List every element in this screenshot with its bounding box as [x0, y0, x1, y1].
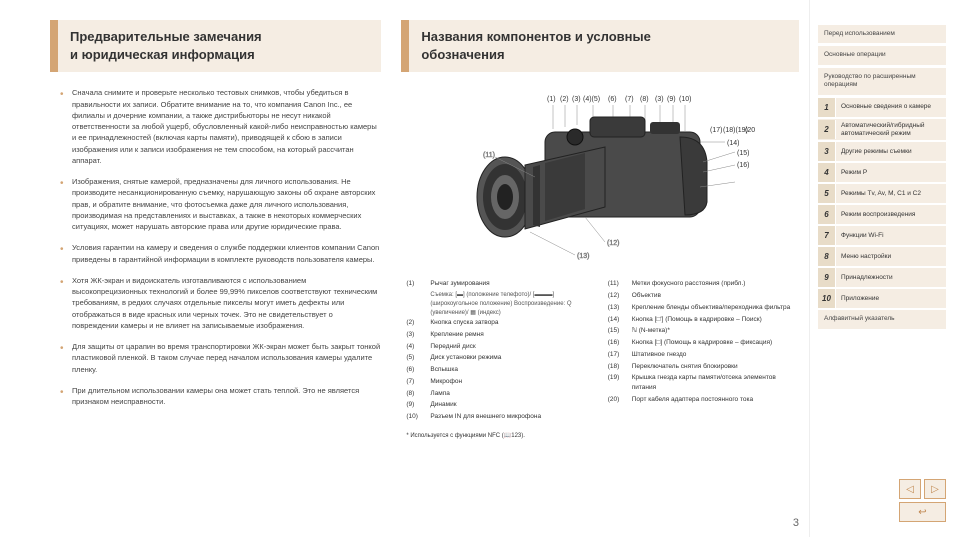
svg-text:(8): (8) — [640, 96, 649, 103]
bullet-item: Изображения, снятые камерой, предназначе… — [60, 176, 381, 232]
bullet-item: При длительном использовании камеры она … — [60, 385, 381, 408]
legend-row: (6)Вспышка — [406, 365, 592, 375]
legend-row: (13)Крепление бленды объектива/переходни… — [608, 303, 794, 313]
legend-row: (12)Объектив — [608, 291, 794, 301]
sidebar-link[interactable]: Руководство по расширенным операциям — [818, 68, 946, 95]
nav-prev-button[interactable]: ◁ — [899, 479, 921, 499]
sidebar-chapter[interactable]: 8Меню настройки — [818, 247, 946, 266]
legend-left: (1)Рычаг зумированияСъемка: [▬] (положен… — [406, 279, 592, 424]
nav-buttons: ◁ ▷ ↩ — [818, 479, 946, 527]
svg-text:(10): (10) — [679, 96, 691, 103]
sidebar-chapter[interactable]: 2Автоматический/гибридный автоматический… — [818, 119, 946, 141]
legend-row: (5)Диск установки режима — [406, 353, 592, 363]
svg-text:(15): (15) — [737, 150, 749, 157]
sidebar-chapter[interactable]: 10Приложение — [818, 289, 946, 308]
legend-row: (9)Динамик — [406, 400, 592, 410]
legend-row: (14)Кнопка [□'] (Помощь в кадрировке – П… — [608, 315, 794, 325]
heading-line2: обозначения — [421, 47, 504, 62]
sidebar-chapter[interactable]: 6Режим воспроизведения — [818, 205, 946, 224]
sidebar-chapter[interactable]: 1Основные сведения о камере — [818, 98, 946, 117]
legend-row: (17)Штативное гнездо — [608, 350, 794, 360]
svg-text:(20): (20) — [745, 127, 755, 134]
legend-row: (2)Кнопка спуска затвора — [406, 318, 592, 328]
nav-next-button[interactable]: ▷ — [924, 479, 946, 499]
sidebar-link[interactable]: Основные операции — [818, 46, 946, 64]
legend-row: (1)Рычаг зумирования — [406, 279, 592, 289]
svg-text:(9): (9) — [667, 96, 676, 103]
sidebar-bottom: Алфавитный указатель — [818, 310, 946, 331]
sidebar-chapter[interactable]: 9Принадлежности — [818, 268, 946, 287]
svg-text:(11): (11) — [483, 152, 495, 159]
sidebar: Перед использованием Основные операции Рук… — [809, 0, 954, 537]
svg-text:(2): (2) — [560, 96, 569, 103]
legend-row: (18)Переключатель снятия блокировки — [608, 362, 794, 372]
svg-text:(1): (1) — [547, 96, 556, 103]
sidebar-chapter[interactable]: 5Режимы Tv, Av, M, C1 и C2 — [818, 184, 946, 203]
svg-text:(17): (17) — [710, 127, 722, 134]
heading-line1: Предварительные замечания — [70, 29, 262, 44]
svg-text:(3): (3) — [655, 96, 664, 103]
sidebar-top: Перед использованием Основные операции Рук… — [818, 25, 946, 98]
bullet-item: Сначала снимите и проверьте несколько те… — [60, 87, 381, 166]
sidebar-chapter[interactable]: 4Режим P — [818, 163, 946, 182]
heading-line2: и юридическая информация — [70, 47, 255, 62]
bullet-item: Хотя ЖК-экран и видоискатель изготавлива… — [60, 275, 381, 331]
legend-row: (15)ℕ (N-метка)* — [608, 326, 794, 336]
legend-row: (20)Порт кабеля адаптера постоянного ток… — [608, 395, 794, 405]
legend-row: (3)Крепление ремня — [406, 330, 592, 340]
sidebar-chapter[interactable]: 3Другие режимы съемки — [818, 142, 946, 161]
legend-right: (11)Метки фокусного расстояния (прибл.) (… — [608, 279, 794, 424]
sidebar-chapter[interactable]: 7Функции Wi-Fi — [818, 226, 946, 245]
legend-row: (4)Передний диск — [406, 342, 592, 352]
sidebar-numbered: 1Основные сведения о камере 2Автоматическ… — [818, 98, 946, 311]
svg-text:(16): (16) — [737, 162, 749, 169]
bullet-list: Сначала снимите и проверьте несколько те… — [50, 87, 381, 407]
page-number: 3 — [793, 517, 799, 529]
svg-text:(3): (3) — [572, 96, 581, 103]
sidebar-link[interactable]: Перед использованием — [818, 25, 946, 43]
legend-row: (8)Лампа — [406, 389, 592, 399]
footnote: * Используется с функциями NFC (📖123). — [401, 432, 799, 439]
svg-text:(13): (13) — [577, 253, 589, 260]
legend-row: (19)Крышка гнезда карты памяти/отсека эл… — [608, 373, 794, 393]
legend-row: (7)Микрофон — [406, 377, 592, 387]
bullet-item: Условия гарантии на камеру и сведения о … — [60, 242, 381, 265]
svg-text:(12): (12) — [607, 240, 619, 247]
legend-row: (10)Разъем IN для внешнего микрофона — [406, 412, 592, 422]
svg-text:(6): (6) — [608, 96, 617, 103]
camera-diagram: (11) (12) (13) (1)(2)(3) (4)(5)(6)(7) (8… — [401, 87, 799, 269]
bullet-item: Для защиты от царапин во время транспорт… — [60, 341, 381, 375]
right-heading: Названия компонентов и условные обозначен… — [401, 20, 799, 72]
nav-back-button[interactable]: ↩ — [899, 502, 946, 522]
sidebar-link[interactable]: Алфавитный указатель — [818, 310, 946, 328]
left-heading: Предварительные замечания и юридическая и… — [50, 20, 381, 72]
legend-row: (11)Метки фокусного расстояния (прибл.) — [608, 279, 794, 289]
svg-text:(4)(5): (4)(5) — [583, 96, 600, 103]
svg-text:(14): (14) — [727, 140, 739, 147]
legend-row: (16)Кнопка [□] (Помощь в кадрировке – фи… — [608, 338, 794, 348]
legend: (1)Рычаг зумированияСъемка: [▬] (положен… — [401, 279, 799, 424]
svg-text:(7): (7) — [625, 96, 634, 103]
heading-line1: Названия компонентов и условные — [421, 29, 650, 44]
